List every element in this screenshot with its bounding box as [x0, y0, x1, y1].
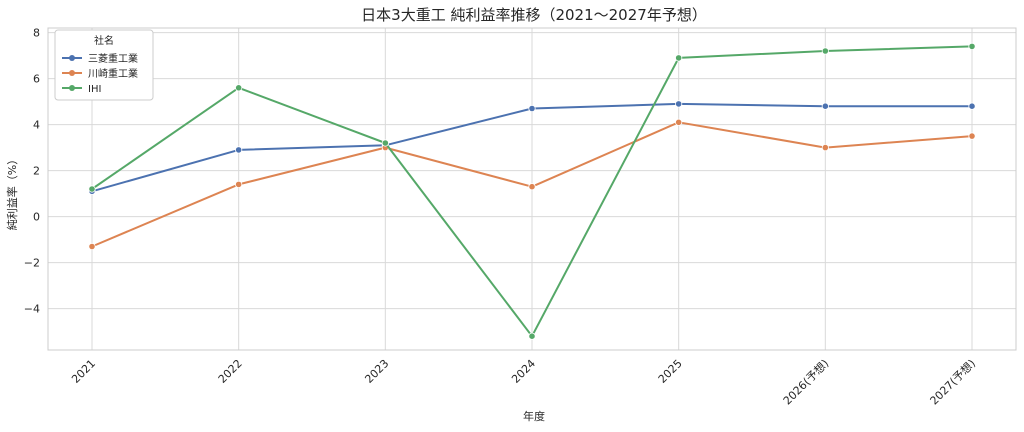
data-point — [528, 332, 536, 340]
y-tick-label: 2 — [33, 165, 40, 178]
x-tick-label: 2025 — [656, 357, 685, 386]
x-axis-ticks: 2021 2022 2023 2024 2025 2026(予想) 2027(予想) — [69, 356, 978, 407]
data-point — [528, 104, 536, 113]
x-tick-label: 2023 — [362, 357, 391, 386]
data-point — [675, 118, 683, 126]
y-tick-label: 6 — [33, 73, 40, 86]
y-tick-label: 8 — [33, 27, 40, 40]
y-tick-label: −2 — [24, 257, 40, 270]
data-point — [821, 102, 829, 110]
data-point — [235, 84, 243, 92]
data-point — [821, 144, 829, 152]
x-tick-label: 2022 — [216, 357, 245, 386]
series — [88, 42, 976, 340]
legend-entry: IHI — [88, 84, 101, 95]
y-tick-label: −4 — [24, 303, 40, 316]
y-axis-ticks: −4 −2 0 2 4 6 8 — [24, 27, 40, 316]
data-point — [235, 146, 243, 154]
x-tick-label: 2026(予想) — [780, 356, 831, 407]
legend-entry: 三菱重工業 — [88, 52, 138, 65]
data-point — [675, 54, 683, 62]
data-point — [968, 132, 976, 140]
data-point — [821, 47, 829, 55]
legend-box — [54, 29, 154, 101]
x-tick-label: 2027(予想) — [927, 356, 978, 407]
x-axis-label: 年度 — [523, 409, 545, 423]
y-tick-label: 4 — [33, 119, 40, 132]
chart-title: 日本3大重工 純利益率推移（2021〜2027年予想） — [361, 6, 707, 24]
data-point — [968, 102, 976, 110]
data-point — [968, 42, 976, 51]
legend-entry: 川崎重工業 — [88, 67, 138, 80]
legend-title: 社名 — [94, 34, 114, 47]
legend-marker — [69, 55, 75, 61]
data-point — [88, 242, 96, 251]
data-point — [381, 139, 389, 147]
x-tick-label: 2021 — [69, 357, 98, 386]
data-point — [528, 183, 536, 191]
data-point — [88, 185, 96, 193]
legend-marker — [69, 70, 75, 76]
y-tick-label: 0 — [33, 211, 40, 224]
grid — [48, 28, 1016, 350]
data-point — [235, 180, 243, 188]
series-3 — [88, 42, 976, 340]
y-axis-label: 純利益率（%） — [5, 154, 19, 230]
x-tick-label: 2024 — [509, 357, 538, 386]
legend-marker — [69, 85, 75, 91]
plot-frame — [47, 27, 1017, 351]
data-point — [675, 100, 683, 108]
